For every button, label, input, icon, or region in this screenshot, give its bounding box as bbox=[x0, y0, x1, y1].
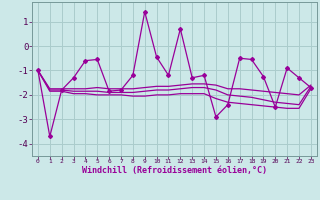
X-axis label: Windchill (Refroidissement éolien,°C): Windchill (Refroidissement éolien,°C) bbox=[82, 166, 267, 175]
